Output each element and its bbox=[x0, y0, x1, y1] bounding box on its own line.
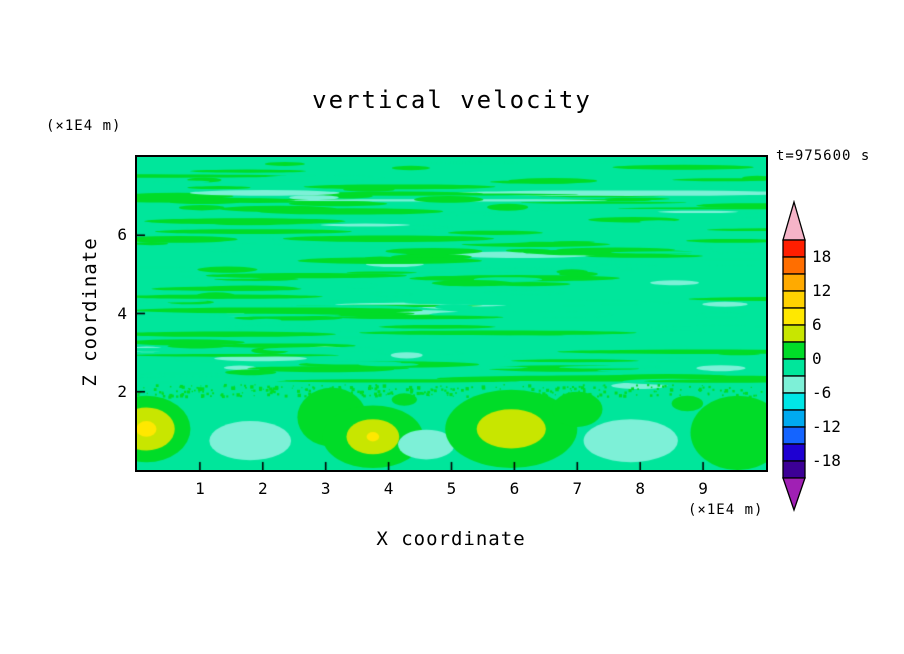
colorbar-segment bbox=[782, 273, 806, 292]
colorbar-segment bbox=[782, 256, 806, 275]
colorbar-tick-label: 0 bbox=[812, 349, 822, 368]
x-tick-label: 7 bbox=[572, 479, 583, 498]
colorbar-tick-label: 12 bbox=[812, 281, 832, 300]
z-axis-unit-label: (×1E4 m) bbox=[46, 118, 122, 134]
colorbar-segment bbox=[782, 375, 806, 394]
colorbar-over-arrow bbox=[782, 200, 806, 241]
x-tick-label: 6 bbox=[509, 479, 520, 498]
z-tick-label: 4 bbox=[117, 303, 127, 323]
colorbar-segment bbox=[782, 443, 806, 462]
plot-frame bbox=[135, 155, 768, 472]
colorbar-segment bbox=[782, 426, 806, 445]
z-tick-label: 2 bbox=[117, 381, 127, 401]
x-tick-label: 2 bbox=[257, 479, 268, 498]
colorbar-tick-label: -6 bbox=[812, 383, 832, 402]
colorbar-tick-label: 18 bbox=[812, 247, 832, 266]
colorbar-segment bbox=[782, 324, 806, 343]
contour-field-canvas bbox=[137, 157, 766, 470]
x-tick-label: 4 bbox=[383, 479, 394, 498]
x-tick-label: 3 bbox=[320, 479, 331, 498]
x-tick-label: 1 bbox=[195, 479, 205, 498]
x-tick-label: 5 bbox=[446, 479, 457, 498]
colorbar-under-arrow bbox=[782, 477, 806, 512]
colorbar-segment bbox=[782, 307, 806, 326]
x-axis-unit-label: (×1E4 m) bbox=[688, 502, 764, 518]
z-tick-label: 6 bbox=[117, 225, 127, 245]
x-tick-label: 9 bbox=[698, 479, 708, 498]
x-axis-title: X coordinate bbox=[376, 528, 526, 550]
colorbar bbox=[782, 200, 806, 512]
colorbar-tick-label: 6 bbox=[812, 315, 822, 334]
colorbar-segment bbox=[782, 290, 806, 309]
colorbar-segment bbox=[782, 460, 806, 479]
colorbar-segment bbox=[782, 358, 806, 377]
colorbar-tick-label: -12 bbox=[812, 417, 841, 436]
chart-title: vertical velocity bbox=[312, 86, 592, 114]
colorbar-segment bbox=[782, 392, 806, 411]
time-annotation: t=975600 s bbox=[776, 148, 871, 164]
x-tick-label: 8 bbox=[635, 479, 645, 498]
colorbar-segment bbox=[782, 341, 806, 360]
colorbar-tick-label: -18 bbox=[812, 451, 841, 470]
colorbar-segment bbox=[782, 239, 806, 258]
colorbar-segment bbox=[782, 409, 806, 428]
